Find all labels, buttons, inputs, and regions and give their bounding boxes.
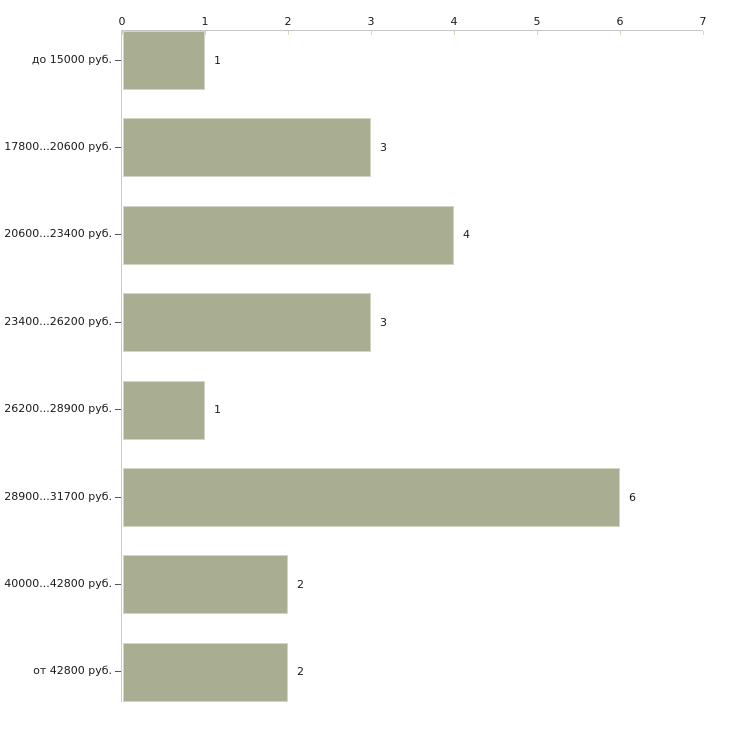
bar — [123, 555, 288, 615]
category-tick-mark — [115, 59, 121, 61]
plot-area: 0 1 2 3 4 5 6 7 1 3 4 3 1 6 2 2 — [119, 15, 707, 702]
bar — [123, 31, 205, 90]
bar-value-label: 2 — [297, 577, 304, 591]
x-axis-tick-label: 3 — [367, 15, 375, 28]
bar — [123, 468, 620, 527]
x-axis-tick-label: 6 — [616, 15, 624, 28]
bar — [123, 293, 371, 353]
category-label: 17800...20600 руб. — [4, 139, 112, 153]
category-label: 40000...42800 руб. — [4, 576, 112, 590]
bar-value-label: 2 — [297, 665, 304, 679]
category-tick-mark — [115, 496, 121, 498]
x-axis-tick-mark — [205, 31, 206, 35]
x-axis-tick-label: 4 — [450, 15, 458, 28]
category-label: от 42800 руб. — [33, 664, 112, 678]
x-axis-tick-label: 0 — [118, 15, 126, 28]
category-tick-mark — [115, 146, 121, 148]
x-axis-tick-label: 1 — [201, 15, 209, 28]
x-axis-tick-label: 5 — [533, 15, 541, 28]
bar — [123, 118, 371, 178]
category-tick-mark — [115, 583, 121, 585]
bar — [123, 380, 205, 440]
category-label: 26200...28900 руб. — [4, 402, 112, 416]
bar — [123, 642, 288, 702]
x-axis-tick-label: 2 — [284, 15, 292, 28]
x-axis-tick-mark — [620, 31, 621, 35]
x-axis-tick-mark — [537, 31, 538, 35]
x-axis-tick-mark — [288, 31, 289, 35]
bar-value-label: 3 — [380, 140, 387, 154]
x-axis-tick-mark — [371, 31, 372, 35]
category-label: до 15000 руб. — [31, 52, 112, 66]
bar-value-label: 3 — [380, 315, 387, 329]
category-tick-mark — [115, 234, 121, 236]
x-axis-tick-mark — [703, 31, 704, 35]
bar-value-label: 1 — [214, 53, 221, 67]
category-tick-mark — [115, 671, 121, 673]
category-label: 28900...31700 руб. — [4, 489, 112, 503]
category-tick-mark — [115, 321, 121, 323]
x-axis-tick-mark — [122, 31, 123, 35]
bar-value-label: 4 — [463, 228, 470, 242]
x-axis-tick-mark — [454, 31, 455, 35]
bar-value-label: 6 — [629, 490, 636, 504]
category-label: 20600...23400 руб. — [4, 227, 112, 241]
bar — [123, 205, 454, 265]
bar-value-label: 1 — [214, 403, 221, 417]
category-label: 23400...26200 руб. — [4, 314, 112, 328]
category-tick-mark — [115, 409, 121, 411]
x-axis-tick-label: 7 — [699, 15, 707, 28]
